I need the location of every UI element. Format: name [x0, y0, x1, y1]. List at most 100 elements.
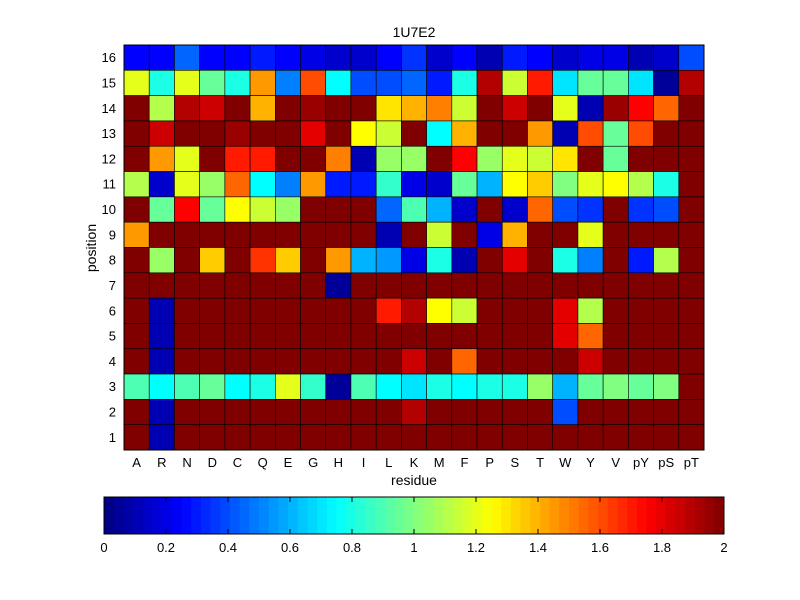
heatmap-cell [199, 70, 226, 96]
heatmap-cell [501, 272, 528, 299]
colorbar-segment [598, 497, 609, 534]
colorbar-segment [268, 497, 279, 534]
heatmap-cell [148, 424, 175, 451]
heatmap-cell [275, 95, 301, 122]
heatmap-cell [174, 272, 200, 299]
heatmap-cell [325, 348, 352, 375]
heatmap-cell [628, 247, 654, 274]
heatmap-cell [678, 44, 705, 71]
heatmap-cell [653, 70, 680, 96]
heatmap-cell [678, 221, 705, 248]
heatmap-cell [501, 44, 528, 71]
heatmap-cell [300, 424, 327, 451]
heatmap-cell [577, 348, 604, 375]
heatmap-cell [678, 70, 705, 96]
heatmap-cell [476, 145, 503, 172]
heatmap-cell [552, 297, 579, 324]
heatmap-cell [148, 120, 175, 147]
heatmap-cell [123, 373, 150, 400]
heatmap-cell [527, 70, 553, 96]
colorbar-tick-label: 1 [410, 540, 417, 555]
heatmap-cell [199, 272, 226, 299]
colorbar-segment [414, 497, 425, 534]
colorbar-segment [704, 497, 715, 534]
heatmap-cell [401, 424, 427, 451]
heatmap-cell [552, 272, 579, 299]
heatmap-cell [350, 348, 377, 375]
heatmap-cell [174, 348, 200, 375]
heatmap-cell [199, 348, 226, 375]
heatmap-cell [426, 95, 453, 122]
colorbar-segment [394, 497, 405, 534]
heatmap-cell [300, 196, 327, 223]
heatmap-cell [653, 145, 680, 172]
heatmap-cell [426, 120, 453, 147]
heatmap-cell [653, 196, 680, 223]
heatmap-cell [577, 145, 604, 172]
heatmap-cell [275, 196, 301, 223]
colorbar-segment [239, 497, 250, 534]
colorbar-segment [694, 497, 706, 534]
heatmap-cell [476, 272, 503, 299]
heatmap-cell [628, 221, 654, 248]
heatmap-cell [224, 247, 251, 274]
y-tick-label: 12 [102, 151, 116, 166]
heatmap-cell [375, 70, 402, 96]
heatmap-cell [653, 323, 680, 350]
heatmap-cell [628, 120, 654, 147]
heatmap-cell [350, 171, 377, 198]
heatmap-cell [501, 323, 528, 350]
heatmap-cell [224, 171, 251, 198]
heatmap-cell [123, 196, 150, 223]
colorbar-segment [384, 497, 396, 534]
heatmap-cell [148, 399, 175, 425]
x-tick-label: N [182, 455, 191, 470]
heatmap-cell [451, 297, 478, 324]
heatmap-cell [224, 95, 251, 122]
colorbar-segment [520, 497, 531, 534]
heatmap-cell [224, 44, 251, 71]
y-axis-label: position [83, 224, 99, 272]
x-tick-label: K [410, 455, 419, 470]
heatmap-cell [653, 297, 680, 324]
heatmap-cell [552, 120, 579, 147]
heatmap-cell [628, 323, 654, 350]
x-tick-label: D [208, 455, 217, 470]
heatmap-cell [501, 348, 528, 375]
colorbar-segment [714, 497, 725, 534]
heatmap-cell [224, 323, 251, 350]
heatmap-cell [123, 424, 150, 451]
heatmap-cell [325, 297, 352, 324]
heatmap-cell [224, 373, 251, 400]
colorbar-segment [307, 497, 318, 534]
heatmap-cell [476, 70, 503, 96]
heatmap-cell [325, 221, 352, 248]
heatmap-cell [249, 95, 276, 122]
heatmap-cell [476, 95, 503, 122]
colorbar-segment [569, 497, 580, 534]
heatmap-cell [451, 424, 478, 451]
y-tick-label: 4 [109, 354, 116, 369]
x-tick-label: T [536, 455, 544, 470]
heatmap-cell [501, 221, 528, 248]
x-tick-label: S [511, 455, 520, 470]
heatmap-cell [451, 272, 478, 299]
heatmap-cell [174, 399, 200, 425]
x-tick-label: C [233, 455, 242, 470]
heatmap-cell [628, 373, 654, 400]
colorbar-segment [559, 497, 570, 534]
heatmap-cell [628, 145, 654, 172]
heatmap-cell [148, 70, 175, 96]
heatmap-cell [123, 120, 150, 147]
heatmap-cell [249, 44, 276, 71]
heatmap-cell [577, 95, 604, 122]
heatmap-cell [401, 120, 427, 147]
heatmap-cell [527, 424, 553, 451]
heatmap-cell [199, 44, 226, 71]
heatmap-cell [653, 348, 680, 375]
heatmap-cell [678, 348, 705, 375]
heatmap-cell [678, 424, 705, 451]
heatmap-cell [602, 120, 629, 147]
x-tick-label: Q [258, 455, 268, 470]
